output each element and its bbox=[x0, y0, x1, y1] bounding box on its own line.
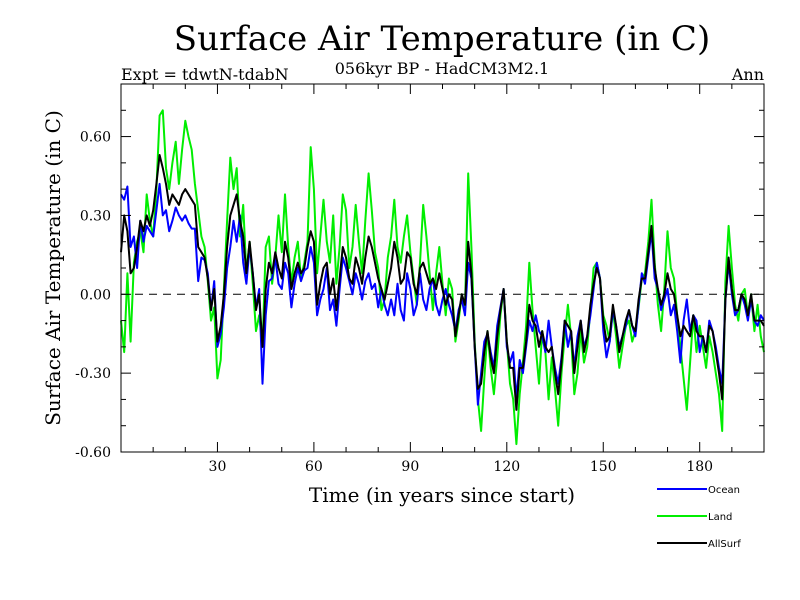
season-label: Ann bbox=[731, 65, 764, 84]
legend-label-ocean: Ocean bbox=[708, 485, 740, 496]
y-tick-label: -0.60 bbox=[75, 445, 111, 461]
chart-subtitle: 056kyr BP - HadCM3M2.1 bbox=[335, 59, 549, 78]
x-tick-label: 60 bbox=[305, 459, 323, 475]
series-layer bbox=[120, 109, 765, 446]
chart-title: Surface Air Temperature (in C) bbox=[174, 19, 710, 59]
x-tick-label: 90 bbox=[401, 459, 419, 475]
y-tick-label: 0.30 bbox=[80, 208, 111, 224]
y-tick-label: -0.30 bbox=[75, 366, 111, 382]
x-tick-label: 120 bbox=[493, 459, 520, 475]
x-tick-label: 30 bbox=[209, 459, 227, 475]
experiment-label: Expt = tdwtN-tdabN bbox=[121, 65, 289, 84]
x-axis-label: Time (in years since start) bbox=[309, 483, 575, 507]
legend-label-allsurf: AllSurf bbox=[708, 539, 741, 550]
y-axis-label: Surface Air Temperature (in C) bbox=[41, 110, 65, 426]
x-tick-label: 180 bbox=[686, 459, 713, 475]
series-line-allsurf bbox=[120, 154, 765, 411]
plot-area: 30 60 90 120 150 180 -0.60 -0.30 0.00 0.30 0.60 bbox=[75, 83, 765, 475]
legend-label-land: Land bbox=[708, 512, 732, 523]
x-tick-label: 150 bbox=[590, 459, 617, 475]
y-tick-label: 0.60 bbox=[80, 130, 111, 146]
series-line-land bbox=[120, 109, 765, 446]
legend: Ocean Land AllSurf bbox=[657, 485, 741, 550]
x-axis-ticks: 30 60 90 120 150 180 bbox=[152, 84, 733, 475]
y-axis-ticks: -0.60 -0.30 0.00 0.30 0.60 bbox=[75, 109, 764, 461]
y-tick-label: 0.00 bbox=[80, 287, 111, 303]
